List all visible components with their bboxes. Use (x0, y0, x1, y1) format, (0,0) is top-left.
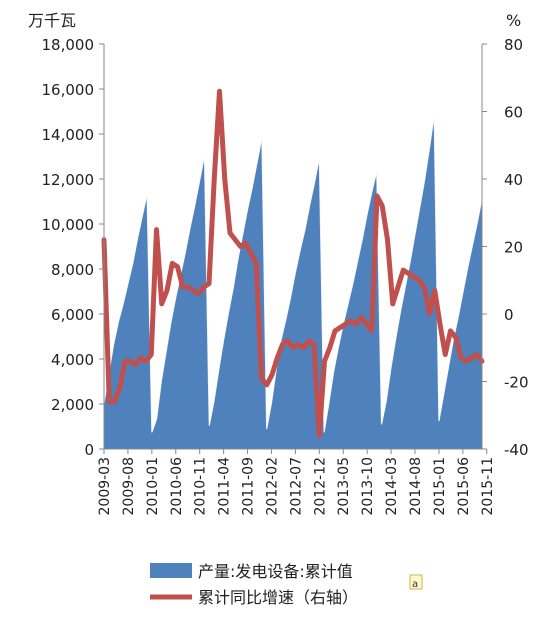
x-tick-label: 2015-11 (480, 457, 496, 516)
x-tick-label: 2010-11 (193, 457, 209, 516)
right-tick-label: -40 (504, 441, 529, 459)
left-axis-unit: 万千瓦 (28, 11, 76, 30)
left-tick-label: 10,000 (42, 216, 95, 234)
x-tick-label: 2010-06 (169, 457, 185, 516)
left-tick-label: 18,000 (42, 36, 95, 54)
left-tick-label: 14,000 (42, 126, 95, 144)
x-tick-label: 2009-03 (97, 457, 113, 516)
legend: 产量:发电设备:累计值 累计同比增速（右轴） a (150, 562, 423, 607)
right-tick-label: -20 (504, 374, 529, 392)
x-tick-label: 2012-02 (265, 457, 281, 516)
left-tick-label: 4,000 (51, 351, 94, 369)
x-tick-label: 2013-10 (360, 457, 376, 516)
right-tick-label: 40 (504, 171, 523, 189)
footnote-marker: a (412, 579, 418, 590)
x-tick-label: 2014-03 (384, 457, 400, 516)
x-tick-label: 2009-08 (121, 457, 137, 516)
plot-area (101, 88, 485, 449)
x-tick-label: 2015-01 (432, 457, 448, 516)
left-tick-label: 2,000 (51, 396, 94, 414)
area-series (104, 116, 482, 449)
left-tick-label: 6,000 (51, 306, 94, 324)
left-tick-label: 8,000 (51, 261, 94, 279)
right-tick-label: 60 (504, 104, 523, 122)
legend-label-area: 产量:发电设备:累计值 (198, 562, 353, 581)
right-tick-label: 20 (504, 239, 523, 257)
left-tick-label: 16,000 (42, 81, 95, 99)
x-tick-label: 2012-12 (312, 457, 328, 516)
x-tick-label: 2011-09 (241, 457, 257, 516)
x-tick-label: 2012-07 (288, 457, 304, 516)
right-axis-unit: % (506, 11, 521, 30)
right-tick-label: 0 (504, 306, 514, 324)
left-tick-label: 12,000 (42, 171, 95, 189)
left-tick-label: 0 (84, 441, 94, 459)
line-series (101, 88, 485, 438)
legend-swatch-area (150, 563, 192, 578)
legend-label-line: 累计同比增速（右轴） (198, 588, 358, 607)
right-tick-label: 80 (504, 36, 523, 54)
x-tick-label: 2013-05 (336, 457, 352, 516)
area-series-edge (103, 114, 483, 433)
x-tick-label: 2011-04 (217, 457, 233, 516)
x-tick-label: 2015-06 (456, 457, 472, 516)
x-tick-label: 2010-01 (145, 457, 161, 516)
axes: 0 2,000 4,000 6,000 8,000 10,000 12,000 14,000 1… (42, 36, 529, 516)
footnote-marker-box (409, 574, 423, 590)
x-tick-label: 2014-08 (408, 457, 424, 516)
